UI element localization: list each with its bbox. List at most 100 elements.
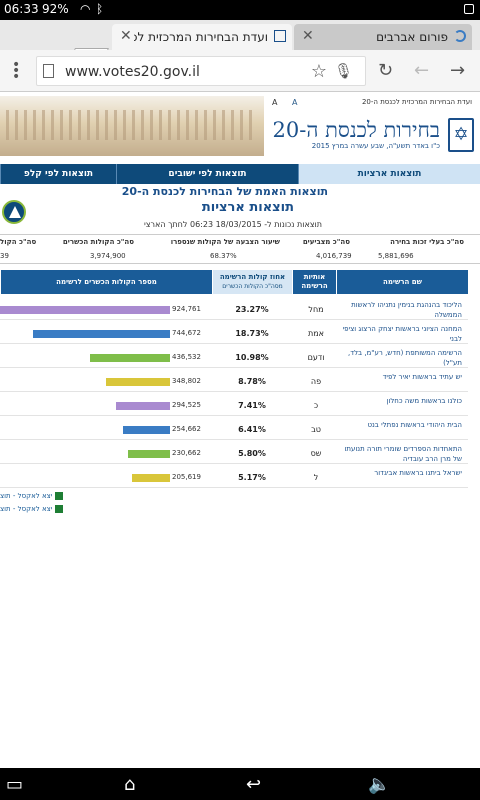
back-nav-icon[interactable]: ↩ <box>246 774 262 795</box>
mic-icon[interactable]: 🎙 <box>333 62 353 80</box>
list-percent: 18.73% <box>235 329 269 338</box>
site-title: בחירות לכנסת ה-20 <box>272 118 440 142</box>
menu-icon[interactable]: • • • <box>12 57 21 85</box>
status-bar: 06:33 92% ◠ ᛒ <box>0 0 480 20</box>
column-votes: מספר הקולות הכשרים לרשימה <box>0 270 212 294</box>
list-letters: אמת <box>307 329 325 338</box>
tab-results-by-ballot[interactable]: תוצאות לפי קלפ <box>0 164 116 184</box>
battery-level: 92% <box>42 2 69 16</box>
tab-votes[interactable]: ועדת הבחירות המרכזית לכ ✕ <box>112 24 292 50</box>
tab-national-results[interactable]: תוצאות ארציות <box>298 164 480 184</box>
vote-bar <box>106 378 170 386</box>
system-navigation-bar: ▭ ⌂ ↩ 🔈 <box>0 768 480 800</box>
list-name[interactable]: ישראל ביתנו בראשות אביגדור <box>374 469 462 477</box>
list-percent: 6.41% <box>238 425 266 434</box>
export-excel-link[interactable]: יצא לאקסל - תוצ <box>0 492 64 500</box>
list-votes: 436,532 <box>172 353 201 361</box>
tab-results-by-locality[interactable]: תוצאות לפי ישובים <box>116 164 298 184</box>
column-percent: אחוז קולות הרשימה מסה"כ הקולות הכשרים <box>212 270 292 294</box>
vote-bar <box>90 354 170 362</box>
bookmark-star-icon[interactable]: ☆ <box>310 61 327 82</box>
close-tab-icon[interactable]: ✕ <box>120 28 132 44</box>
state-emblem-icon: ✡ <box>448 118 474 152</box>
list-votes: 254,662 <box>172 425 201 433</box>
vote-bar <box>0 306 170 314</box>
vote-bar <box>132 474 170 482</box>
back-icon[interactable]: ← <box>414 60 430 81</box>
summary-header: סה"כ בעלי זכות בחירה <box>390 238 464 246</box>
list-percent: 5.80% <box>238 449 266 458</box>
summary-value: 68.37% <box>210 252 237 260</box>
summary-row: סה"כ בעלי זכות בחירה סה"כ מצביעים שיעור … <box>0 234 480 264</box>
table-row: הבית היהודי בראשות נפתלי בנט טב 6.41% 254,6… <box>0 416 468 440</box>
column-letters: אותיות הרשימה <box>292 270 336 294</box>
bluetooth-icon: ᛒ <box>96 2 104 16</box>
list-name[interactable]: הבית היהודי בראשות נפתלי בנט <box>367 421 462 429</box>
recent-apps-icon[interactable]: ▭ <box>6 774 24 795</box>
list-name[interactable]: יש עתיד בראשות יאיר לפיד <box>382 373 462 381</box>
tab-forum[interactable]: פורום אברבים ✕ <box>294 24 472 50</box>
export-excel-link[interactable]: יצא לאקסל - תוצ <box>0 505 64 513</box>
knesset-building-image <box>0 96 264 156</box>
table-row: התאחדות הספרדים שומרי תורה תנועתו של מרן… <box>0 440 468 464</box>
browser-tab-strip: ועדת הבחירות המרכזית לכ ✕ פורום אברבים ✕ <box>0 20 480 64</box>
results-updated: תוצאות נכונות ל- 18/03/2015 06:23 לחתך ה… <box>143 220 322 229</box>
list-votes: 294,525 <box>172 401 201 409</box>
column-list-name: שם הרשימה <box>336 270 468 294</box>
results-nav: תוצאות ארציות תוצאות לפי ישובים תוצאות ל… <box>0 164 480 184</box>
summary-value: 3,974,900 <box>90 252 126 260</box>
vote-bar <box>128 450 170 458</box>
results-subheading: תוצאות ארציות <box>201 200 294 215</box>
table-row: הליכוד בהנהגת בנימין נתניהו לראשות הממשל… <box>0 296 468 320</box>
list-letters: פה <box>310 377 322 386</box>
list-letters: ודעם <box>307 353 325 362</box>
export-excel-label[interactable]: יצא לאקסל - תוצ <box>0 505 53 513</box>
site-subtitle: כ"ו באדר תשע"ה, שבע עשרה במרץ 2015 <box>311 142 440 150</box>
list-letters: ל <box>313 473 319 482</box>
table-row: המחנה הציוני בראשות יצחק הרצוג וציפי לבנ… <box>0 320 468 344</box>
list-name[interactable]: הליכוד בהנהגת בנימין נתניהו לראשות הממשל… <box>351 301 462 319</box>
browser-toolbar: • • • www.votes20.gov.il ☆ 🎙 ↻ ← → <box>0 50 480 92</box>
summary-value: 5,881,696 <box>378 252 414 260</box>
site-header: A A ועדת הבחירות המרכזית לכנסת ה-20 ✡ בח… <box>0 92 480 164</box>
list-letters: טב <box>311 425 321 434</box>
summary-value: 39 <box>0 252 9 260</box>
list-percent: 5.17% <box>238 473 266 482</box>
summary-header: סה"כ מצביעים <box>302 238 350 246</box>
wifi-icon: ◠ <box>80 2 91 16</box>
vote-bar <box>116 402 170 410</box>
list-votes: 924,761 <box>172 305 201 313</box>
summary-header: סה"כ הקול <box>0 238 37 246</box>
elections-logo-icon <box>2 200 26 224</box>
forward-icon[interactable]: → <box>450 60 466 81</box>
summary-header: סה"כ הקולות הכשרים <box>62 238 134 246</box>
list-percent: 7.41% <box>238 401 266 410</box>
column-percent-subtitle: מסה"כ הקולות הכשרים <box>222 283 283 290</box>
tab-title: ועדת הבחירות המרכזית לכ <box>134 30 268 44</box>
vote-bar <box>123 426 170 434</box>
font-size-button[interactable]: A <box>272 98 278 107</box>
list-name[interactable]: הרשימה המשותפת (חדש, רע"מ, בלד, תע"ל) <box>348 349 462 367</box>
home-icon[interactable]: ⌂ <box>124 774 136 795</box>
list-percent: 10.98% <box>235 353 269 362</box>
top-links[interactable]: ועדת הבחירות המרכזית לכנסת ה-20 <box>361 98 472 106</box>
close-tab-icon[interactable]: ✕ <box>302 28 314 44</box>
list-name[interactable]: כולנו בראשות משה כחלון <box>386 397 462 405</box>
volume-icon[interactable]: 🔈 <box>368 774 391 795</box>
list-letters: שס <box>310 449 322 458</box>
excel-icon <box>55 492 64 500</box>
table-row: ישראל ביתנו בראשות אביגדור ל 5.17% 205,619 <box>0 464 468 488</box>
notification-icon <box>464 4 474 14</box>
address-bar[interactable]: www.votes20.gov.il ☆ 🎙 <box>36 56 366 86</box>
excel-icon <box>55 505 64 513</box>
reload-icon[interactable]: ↻ <box>378 60 394 81</box>
list-percent: 8.78% <box>238 377 266 386</box>
list-name[interactable]: התאחדות הספרדים שומרי תורה תנועתו של מרן… <box>344 445 463 463</box>
font-size-button-large[interactable]: A <box>292 98 298 107</box>
list-votes: 230,662 <box>172 449 201 457</box>
export-excel-label[interactable]: יצא לאקסל - תוצ <box>0 492 53 500</box>
list-letters: מחל <box>308 305 324 314</box>
results-table-header: שם הרשימה אותיות הרשימה אחוז קולות הרשימ… <box>0 270 468 294</box>
url-text[interactable]: www.votes20.gov.il <box>65 64 200 80</box>
list-name[interactable]: המחנה הציוני בראשות יצחק הרצוג וציפי לבנ… <box>342 325 462 343</box>
